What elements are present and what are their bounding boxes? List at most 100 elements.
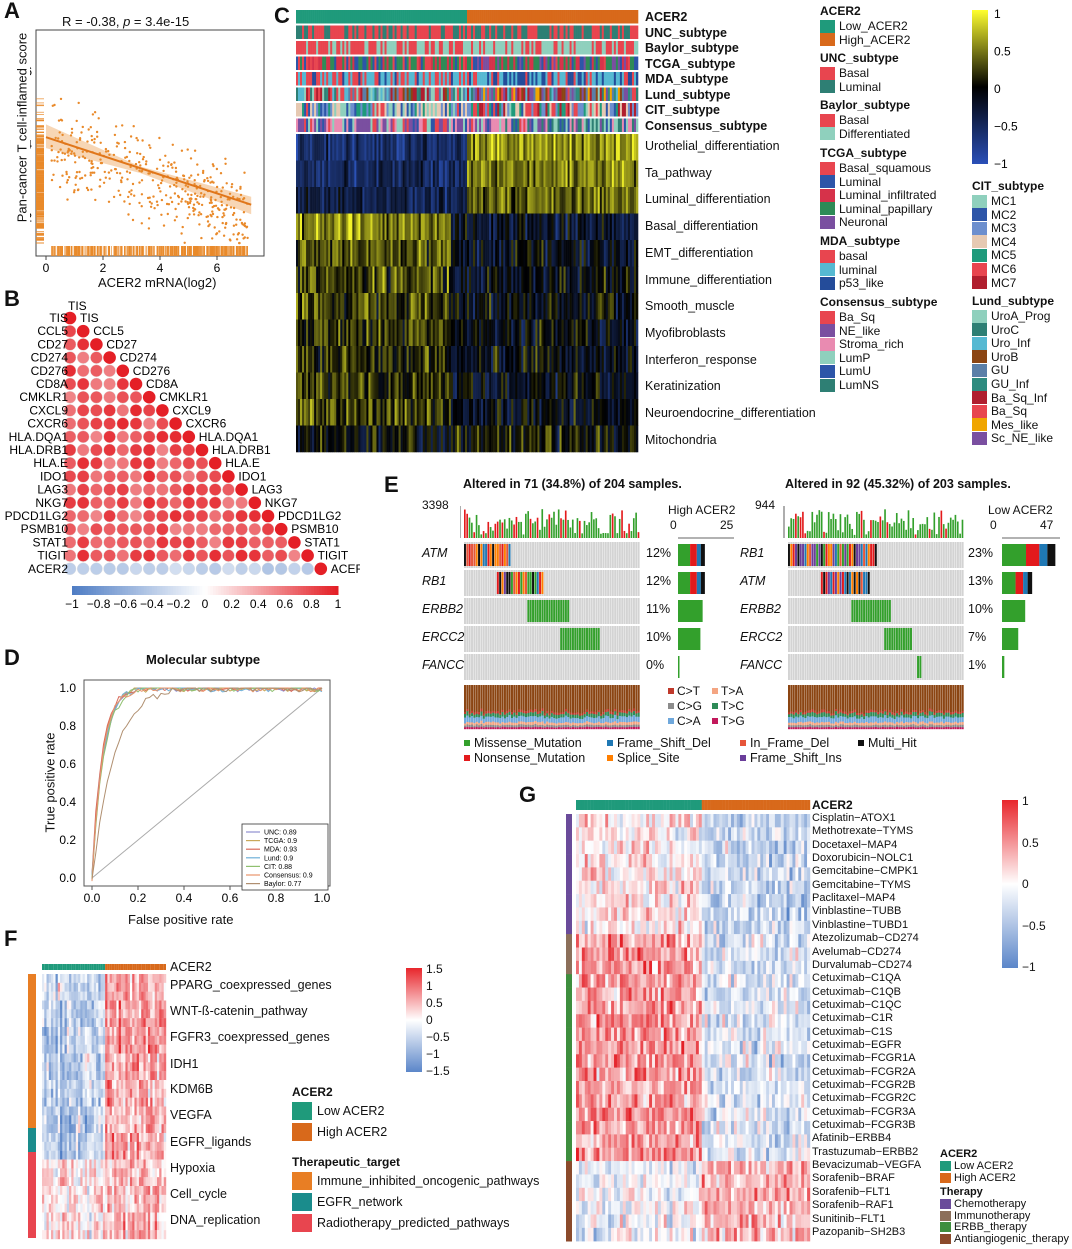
annotation-cell xyxy=(330,103,333,117)
corr-diag-cell xyxy=(195,443,209,457)
scatter-point xyxy=(242,198,245,201)
scatter-point xyxy=(206,220,210,223)
heatmap-cell xyxy=(340,372,343,400)
heatmap-cell xyxy=(428,240,432,267)
heatmap-cell xyxy=(505,266,508,294)
annotation-cell xyxy=(569,72,572,86)
scatter-point xyxy=(220,190,223,193)
heatmap-cell xyxy=(493,187,496,214)
annotation-cell xyxy=(537,56,540,70)
corr-cell xyxy=(76,338,90,351)
heatmap-cell xyxy=(569,134,572,161)
annotation-cell xyxy=(593,103,597,117)
heatmap-cell xyxy=(471,213,474,241)
annotation-cell xyxy=(495,56,498,70)
heatmap-cell xyxy=(310,425,313,453)
annotation-cell xyxy=(336,10,339,24)
panel-a-confidence-band xyxy=(46,124,252,215)
heatmap-cell xyxy=(621,160,625,188)
heatmap-cell xyxy=(402,160,405,188)
heatmap-cell xyxy=(495,399,498,426)
heatmap-cell xyxy=(477,134,480,161)
annotation-cell xyxy=(398,103,401,117)
heatmap-cell xyxy=(372,240,375,267)
corr-cell xyxy=(116,390,130,404)
scatter-point xyxy=(53,159,56,162)
heatmap-cell xyxy=(446,187,450,214)
heatmap-cell xyxy=(629,293,633,320)
annotation-cell xyxy=(513,87,516,101)
heatmap-cell xyxy=(575,240,578,267)
heatmap-cell xyxy=(547,346,550,373)
scatter-point xyxy=(160,213,163,216)
heatmap-cell xyxy=(392,399,395,426)
heatmap-cell xyxy=(452,187,456,214)
annotation-cell xyxy=(322,25,325,39)
corr-diag-cell xyxy=(235,483,248,496)
annotation-cell xyxy=(396,56,399,70)
corr-cell xyxy=(103,536,116,549)
annotation-cell xyxy=(460,87,464,101)
annotation-cell xyxy=(330,41,333,55)
heatmap-cell xyxy=(621,187,625,214)
heatmap-cell xyxy=(412,425,415,453)
annotation-cell xyxy=(609,103,613,117)
scatter-point xyxy=(174,166,178,170)
heatmap-cell xyxy=(458,372,462,400)
heatmap-cell xyxy=(366,319,369,347)
annotation-cell xyxy=(485,72,488,86)
annotation-cell xyxy=(460,103,464,117)
heatmap-cell xyxy=(390,346,393,373)
panel-a-scatter: 0246246 xyxy=(30,29,265,275)
heatmap-cell xyxy=(336,372,339,400)
heatmap-cell xyxy=(599,134,603,161)
panel-letter-f: F xyxy=(4,926,18,951)
heatmap-cell xyxy=(481,399,484,426)
heatmap-cell xyxy=(561,160,564,188)
corr-cell xyxy=(76,470,90,483)
annotation-cell xyxy=(392,56,395,70)
heatmap-cell xyxy=(531,399,534,426)
heatmap-cell xyxy=(609,372,613,400)
annotation-cell xyxy=(374,103,377,117)
heatmap-cell xyxy=(585,293,588,320)
corr-cell xyxy=(103,390,116,404)
heatmap-cell xyxy=(464,399,468,426)
heatmap-cell xyxy=(436,134,440,161)
scatter-point xyxy=(192,209,195,213)
corr-row-label: HLA.DQA1 xyxy=(9,430,69,444)
heatmap-cell xyxy=(408,160,411,188)
annotation-cell xyxy=(358,25,361,39)
heatmap-cell xyxy=(352,160,355,188)
heatmap-cell xyxy=(462,187,466,214)
heatmap-cell xyxy=(609,399,613,426)
annotation-cell xyxy=(446,118,450,132)
corr-diag-cell xyxy=(222,470,235,483)
annotation-cell xyxy=(344,56,347,70)
heatmap-cell xyxy=(432,346,436,373)
heatmap-cell xyxy=(557,372,560,400)
corr-cell xyxy=(63,404,77,417)
scatter-point xyxy=(56,160,59,163)
annotation-cell xyxy=(583,87,586,101)
heatmap-cell xyxy=(316,293,319,320)
heatmap-cell xyxy=(627,346,631,373)
heatmap-cell xyxy=(374,134,377,161)
annotation-cell xyxy=(525,56,528,70)
heatmap-cell xyxy=(338,372,341,400)
heatmap-cell xyxy=(458,425,462,453)
heatmap-cell xyxy=(360,319,363,347)
annotation-cell xyxy=(318,41,321,55)
annotation-cell xyxy=(593,25,597,39)
heatmap-cell xyxy=(420,293,424,320)
heatmap-cell xyxy=(348,266,351,294)
annotation-cell xyxy=(452,10,456,24)
corr-cell xyxy=(261,536,275,549)
heatmap-cell xyxy=(308,372,311,400)
heatmap-cell xyxy=(342,187,345,214)
annotation-cell xyxy=(497,25,500,39)
heatmap-cell xyxy=(515,372,518,400)
annotation-cell xyxy=(348,41,351,55)
heatmap-cell xyxy=(469,319,472,347)
heatmap-cell xyxy=(499,399,502,426)
